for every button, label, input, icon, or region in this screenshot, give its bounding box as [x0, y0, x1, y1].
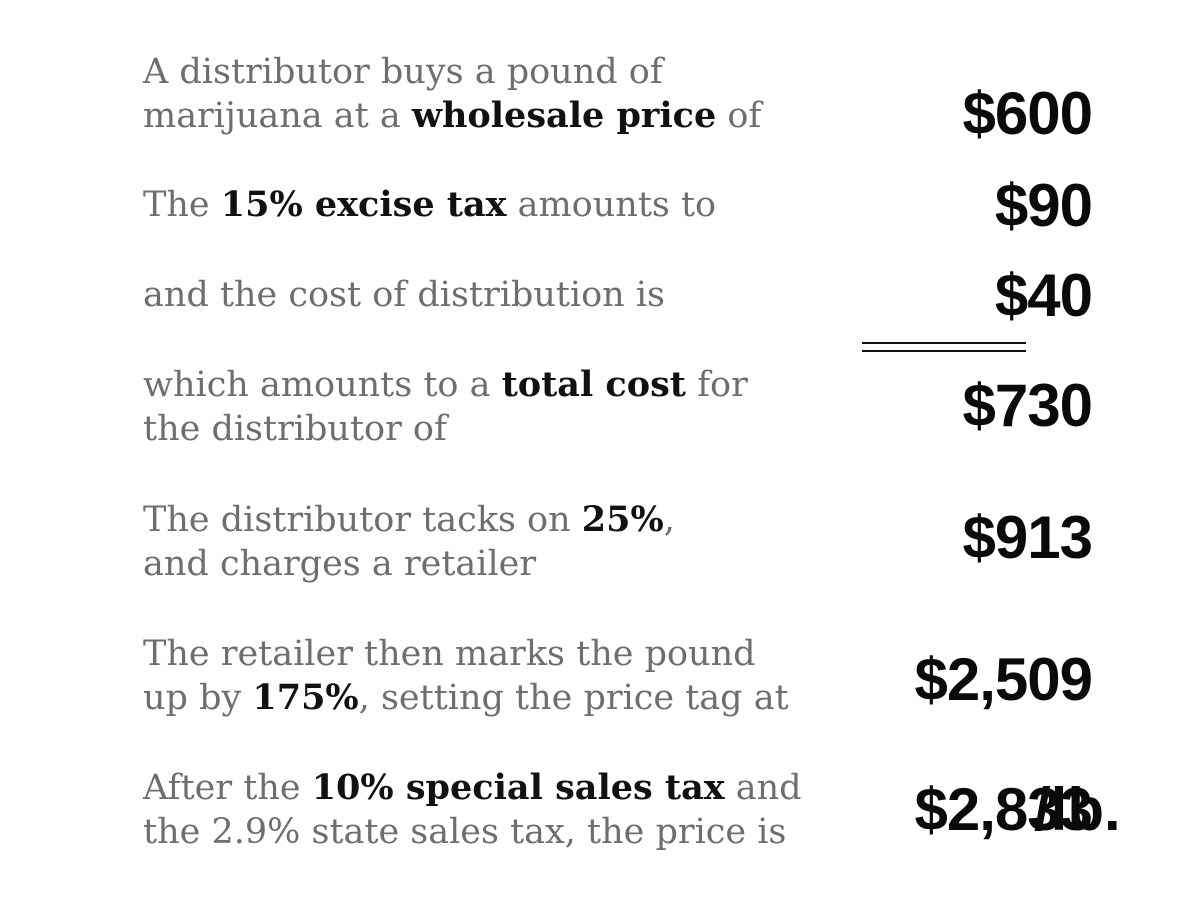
row-6-text-bold: 175%	[252, 677, 359, 718]
row-4-text-c: for the distributor of	[143, 365, 748, 449]
row-1-description: A distributor buys a pound of marijuana …	[143, 50, 803, 138]
row-6-text-a: The retailer then marks the pound up by	[143, 634, 756, 718]
row-4-text-a: which amounts to a	[143, 365, 502, 405]
row-5-text-bold: 25%	[581, 499, 664, 540]
row-3-text-a: and the cost of distribution is	[143, 275, 666, 315]
row-7-unit: /lb.	[1034, 776, 1121, 843]
row-2-text-c: amounts to	[506, 185, 717, 225]
row-2-description: The 15% excise tax amounts to	[143, 183, 803, 227]
row-6-amount: $2,509	[914, 646, 1093, 713]
row-2-text-bold: 15% excise tax	[220, 184, 507, 225]
row-3-description: and the cost of distribution is	[143, 273, 803, 317]
row-1-text-c: of	[716, 96, 762, 136]
row-6-description: The retailer then marks the pound up by …	[143, 632, 793, 720]
row-1-amount: $600	[962, 80, 1093, 147]
row-5-text-a: The distributor tacks on	[143, 500, 582, 540]
row-5-text-c: , and charges a retailer	[143, 500, 675, 584]
row-7-text-c: and the 2.9% state sales tax, the price …	[143, 768, 802, 852]
row-1-text-a: A distributor buys a pound of marijuana …	[143, 52, 663, 136]
row-6-text-c: , setting the price tag at	[358, 678, 789, 718]
sum-rule-top	[862, 342, 1026, 344]
row-4-amount: $730	[962, 372, 1093, 439]
row-7-text-a: After the	[143, 768, 312, 808]
row-5-description: The distributor tacks on 25%, and charge…	[143, 498, 683, 586]
row-7-text-bold: 10% special sales tax	[311, 767, 725, 808]
row-2-text-a: The	[143, 185, 221, 225]
row-5-amount: $913	[962, 504, 1093, 571]
row-7-amount: $2,833	[914, 776, 1093, 843]
row-4-description: which amounts to a total cost for the di…	[143, 363, 763, 451]
sum-rule-bottom	[862, 350, 1026, 352]
row-1-text-bold: wholesale price	[411, 95, 717, 136]
row-4-text-bold: total cost	[501, 364, 686, 405]
row-2-amount: $90	[994, 172, 1093, 239]
row-7-description: After the 10% special sales tax and the …	[143, 766, 803, 854]
row-3-amount: $40	[994, 262, 1093, 329]
